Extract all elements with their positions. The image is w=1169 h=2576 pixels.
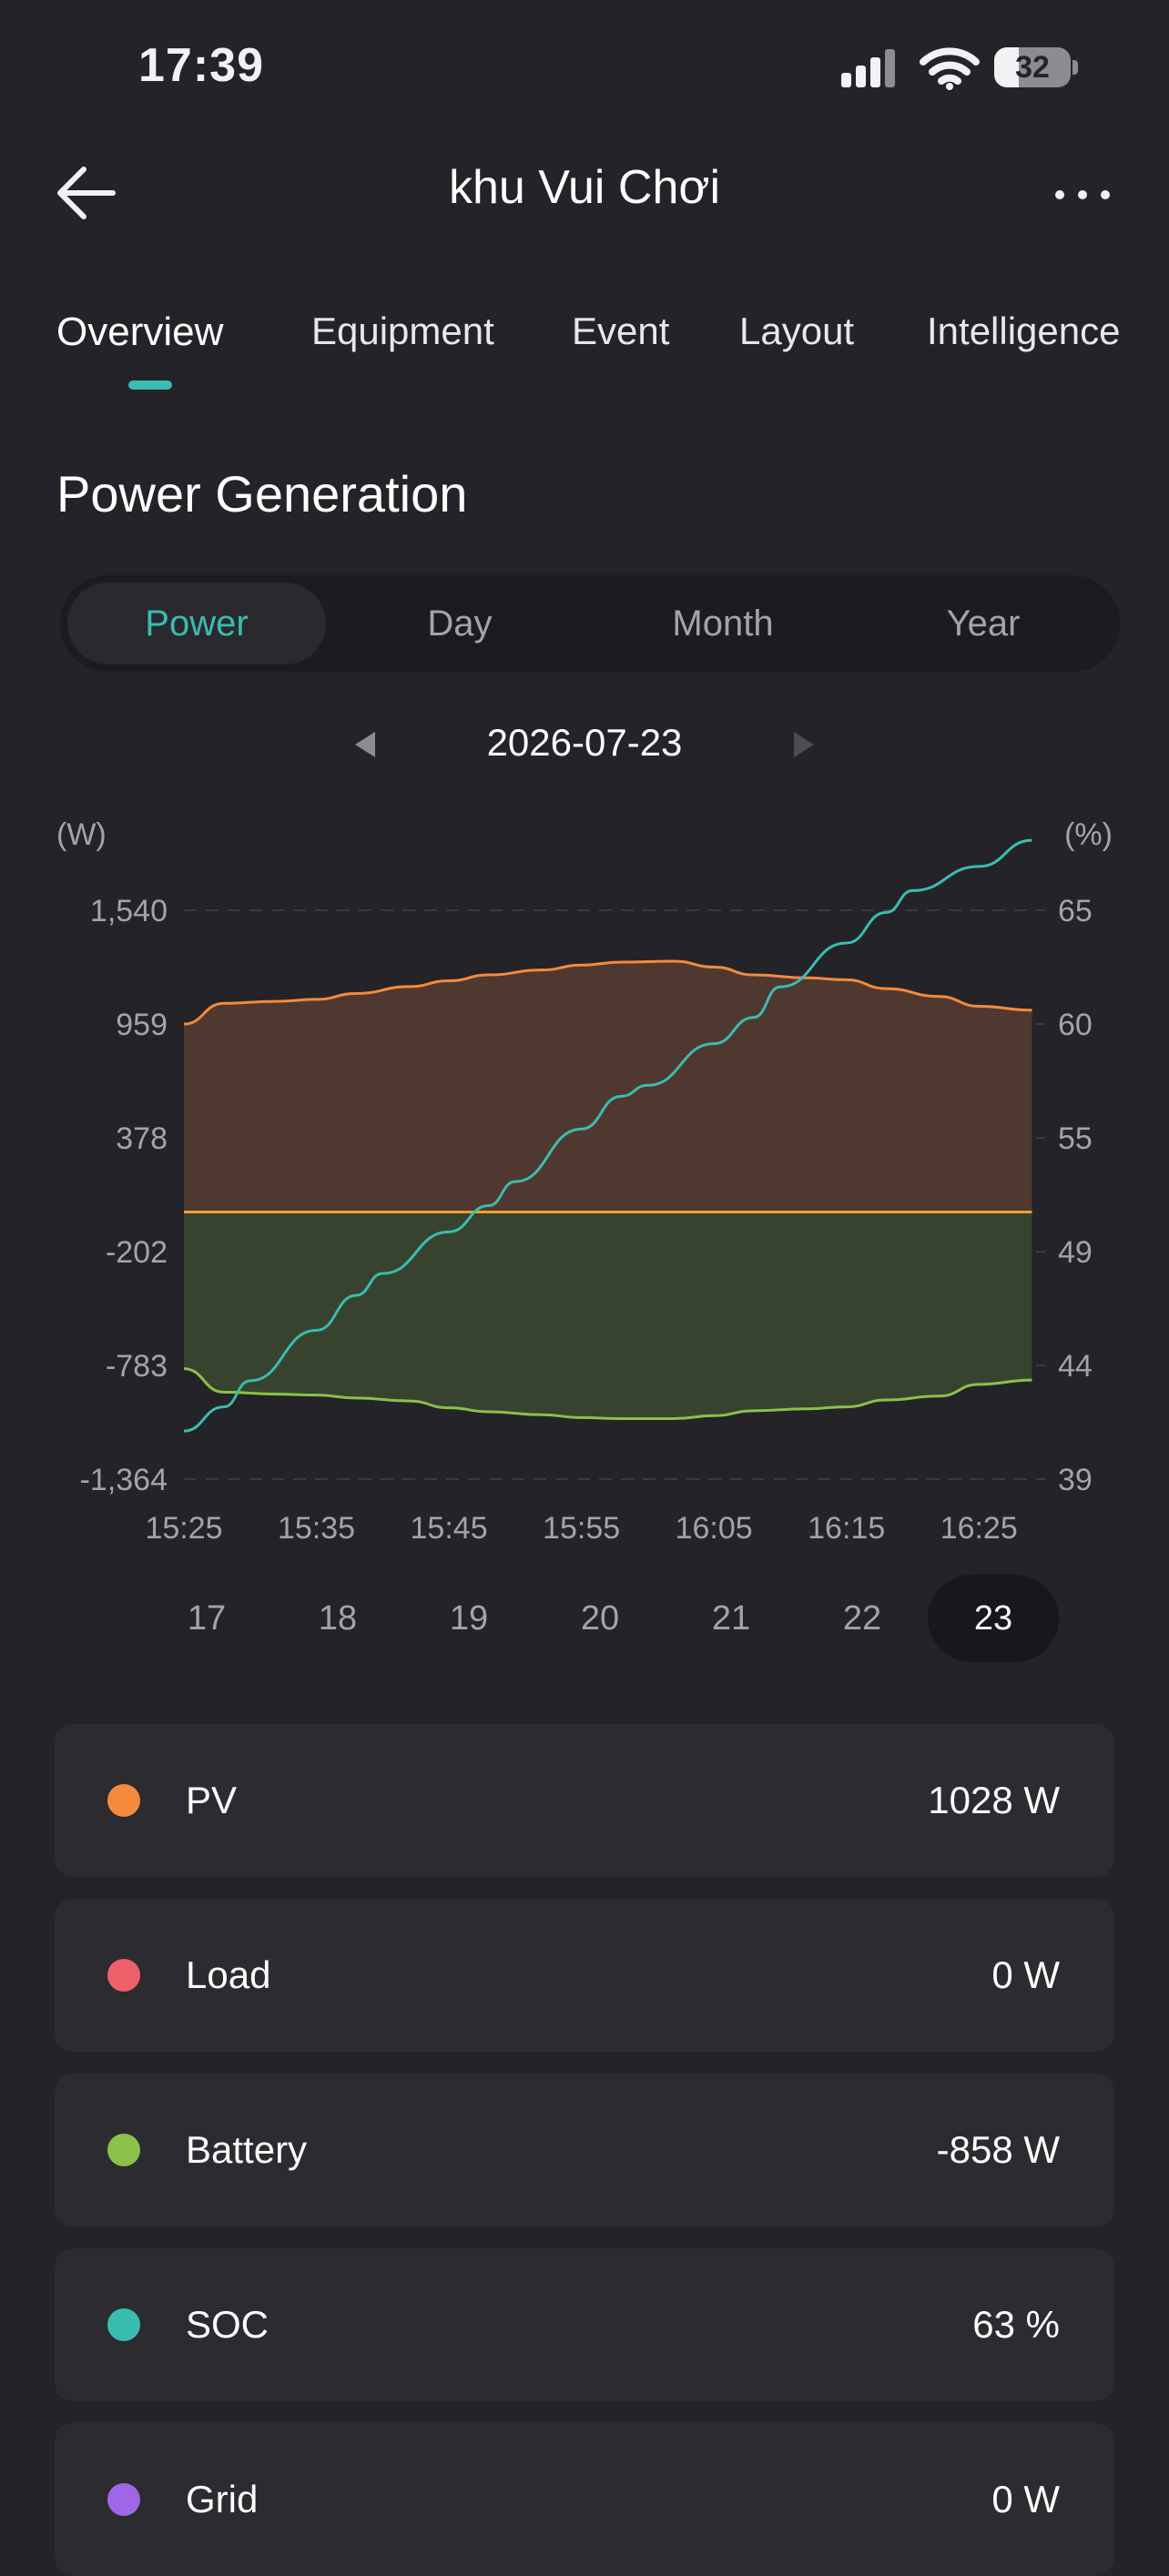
legend-dot bbox=[107, 1959, 140, 1992]
y-right-tick: 65 bbox=[1058, 894, 1093, 928]
tab-overview[interactable]: Overview bbox=[56, 309, 224, 354]
legend-label: Battery bbox=[186, 2128, 308, 2171]
legend-card-load[interactable]: Load 0 W bbox=[55, 1899, 1114, 2052]
day-23[interactable]: 23 bbox=[928, 1575, 1059, 1662]
legend-dot bbox=[107, 2308, 140, 2341]
selected-date: 2026-07-23 bbox=[486, 721, 683, 764]
tab-event[interactable]: Event bbox=[572, 309, 670, 352]
x-tick: 16:25 bbox=[940, 1511, 1018, 1546]
y-right-ticks: 65 60 55 49 44 39 bbox=[1058, 894, 1093, 1497]
status-bar: 17:39 32 bbox=[0, 0, 1169, 137]
legend-value: 0 W bbox=[991, 2478, 1060, 2520]
y-right-tick: 49 bbox=[1058, 1235, 1093, 1270]
legend-label: PV bbox=[186, 1779, 238, 1821]
series-line-battery bbox=[183, 1367, 1032, 1420]
tab-intelligence[interactable]: Intelligence bbox=[927, 309, 1121, 352]
legend-dot bbox=[107, 2483, 140, 2516]
day-22[interactable]: 22 bbox=[842, 1599, 882, 1638]
y-left-tick: -202 bbox=[106, 1235, 168, 1270]
more-horizontal-icon bbox=[1055, 190, 1110, 199]
chart-areas bbox=[184, 960, 1032, 1419]
day-19[interactable]: 19 bbox=[449, 1599, 489, 1638]
active-tab-indicator bbox=[128, 380, 172, 390]
battery-icon: 32 bbox=[994, 47, 1071, 87]
y-left-ticks: 1,540 959 378 -202 -783 -1,364 bbox=[80, 894, 168, 1497]
next-date-button[interactable] bbox=[790, 728, 818, 761]
legend-card-grid[interactable]: Grid 0 W bbox=[55, 2423, 1114, 2576]
main-tabs: Overview Equipment Event Layout Intellig… bbox=[0, 309, 1169, 401]
y-right-tick: 55 bbox=[1058, 1121, 1093, 1156]
y-left-tick: 959 bbox=[116, 1008, 168, 1042]
y-left-tick: 1,540 bbox=[90, 894, 168, 928]
y-left-tick: -783 bbox=[106, 1349, 168, 1384]
more-options-button[interactable] bbox=[1052, 178, 1113, 211]
legend-label: Load bbox=[186, 1953, 271, 1996]
series-area-pv bbox=[184, 960, 1032, 1212]
y-right-tick: 39 bbox=[1058, 1463, 1093, 1497]
x-tick: 15:55 bbox=[543, 1511, 620, 1546]
segment-day[interactable]: Day bbox=[427, 603, 493, 644]
day-18[interactable]: 18 bbox=[318, 1599, 358, 1638]
y-left-tick: -1,364 bbox=[80, 1463, 168, 1497]
x-tick: 15:25 bbox=[145, 1511, 222, 1546]
day-selector: 17 18 19 20 21 22 23 bbox=[0, 1575, 1169, 1662]
legend-card-battery[interactable]: Battery -858 W bbox=[55, 2074, 1114, 2226]
legend-value: -858 W bbox=[936, 2128, 1060, 2171]
legend-dot bbox=[107, 1784, 140, 1817]
y-left-unit: (W) bbox=[56, 817, 107, 852]
segment-month[interactable]: Month bbox=[672, 603, 774, 644]
status-time: 17:39 bbox=[138, 39, 264, 92]
day-21[interactable]: 21 bbox=[711, 1599, 751, 1638]
segment-power[interactable]: Power bbox=[67, 583, 326, 664]
series-line-pv bbox=[183, 959, 1032, 1026]
legend-card-soc[interactable]: SOC 63 % bbox=[55, 2248, 1114, 2401]
y-right-tick: 44 bbox=[1058, 1349, 1093, 1384]
legend-label: SOC bbox=[186, 2303, 269, 2346]
x-tick: 15:45 bbox=[411, 1511, 488, 1546]
tab-equipment[interactable]: Equipment bbox=[311, 309, 494, 352]
arrow-left-icon bbox=[57, 167, 116, 219]
battery-level: 32 bbox=[1015, 50, 1050, 85]
legend-value: 1028 W bbox=[928, 1779, 1060, 1821]
legend-value: 63 % bbox=[972, 2303, 1060, 2346]
x-tick: 16:05 bbox=[676, 1511, 753, 1546]
legend-value: 0 W bbox=[991, 1953, 1060, 1996]
x-axis-ticks: 15:25 15:35 15:45 15:55 16:05 16:15 16:25 bbox=[145, 1511, 1017, 1546]
series-area-battery bbox=[184, 1212, 1032, 1419]
back-button[interactable] bbox=[55, 164, 118, 222]
wifi-icon bbox=[920, 47, 980, 90]
day-17[interactable]: 17 bbox=[187, 1599, 227, 1638]
legend-dot bbox=[107, 2134, 140, 2166]
x-tick: 16:15 bbox=[808, 1511, 885, 1546]
segment-year[interactable]: Year bbox=[946, 603, 1021, 644]
battery-indicator: 32 bbox=[994, 47, 1078, 87]
y-left-tick: 378 bbox=[116, 1121, 168, 1156]
y-right-tick: 60 bbox=[1058, 1008, 1093, 1042]
tab-layout[interactable]: Layout bbox=[739, 309, 855, 352]
triangle-right-icon bbox=[794, 732, 814, 757]
legend-label: Grid bbox=[186, 2478, 259, 2520]
triangle-left-icon bbox=[355, 732, 375, 757]
y-right-unit: (%) bbox=[1064, 817, 1113, 852]
previous-date-button[interactable] bbox=[351, 728, 379, 761]
section-title: Power Generation bbox=[56, 465, 468, 522]
period-segmented-control: Power Day Month Year bbox=[60, 575, 1120, 672]
chart-lines bbox=[183, 838, 1032, 1433]
power-chart: (W) (%) 1,540 959 378 -202 -783 -1,364 65 60 55… bbox=[56, 817, 1113, 1546]
legend-card-pv[interactable]: PV 1028 W bbox=[55, 1724, 1114, 1877]
cellular-signal-icon bbox=[841, 49, 895, 87]
series-line-soc bbox=[183, 838, 1032, 1433]
page-title: khu Vui Chơi bbox=[448, 161, 721, 214]
day-20[interactable]: 20 bbox=[580, 1599, 620, 1638]
x-tick: 15:35 bbox=[278, 1511, 355, 1546]
